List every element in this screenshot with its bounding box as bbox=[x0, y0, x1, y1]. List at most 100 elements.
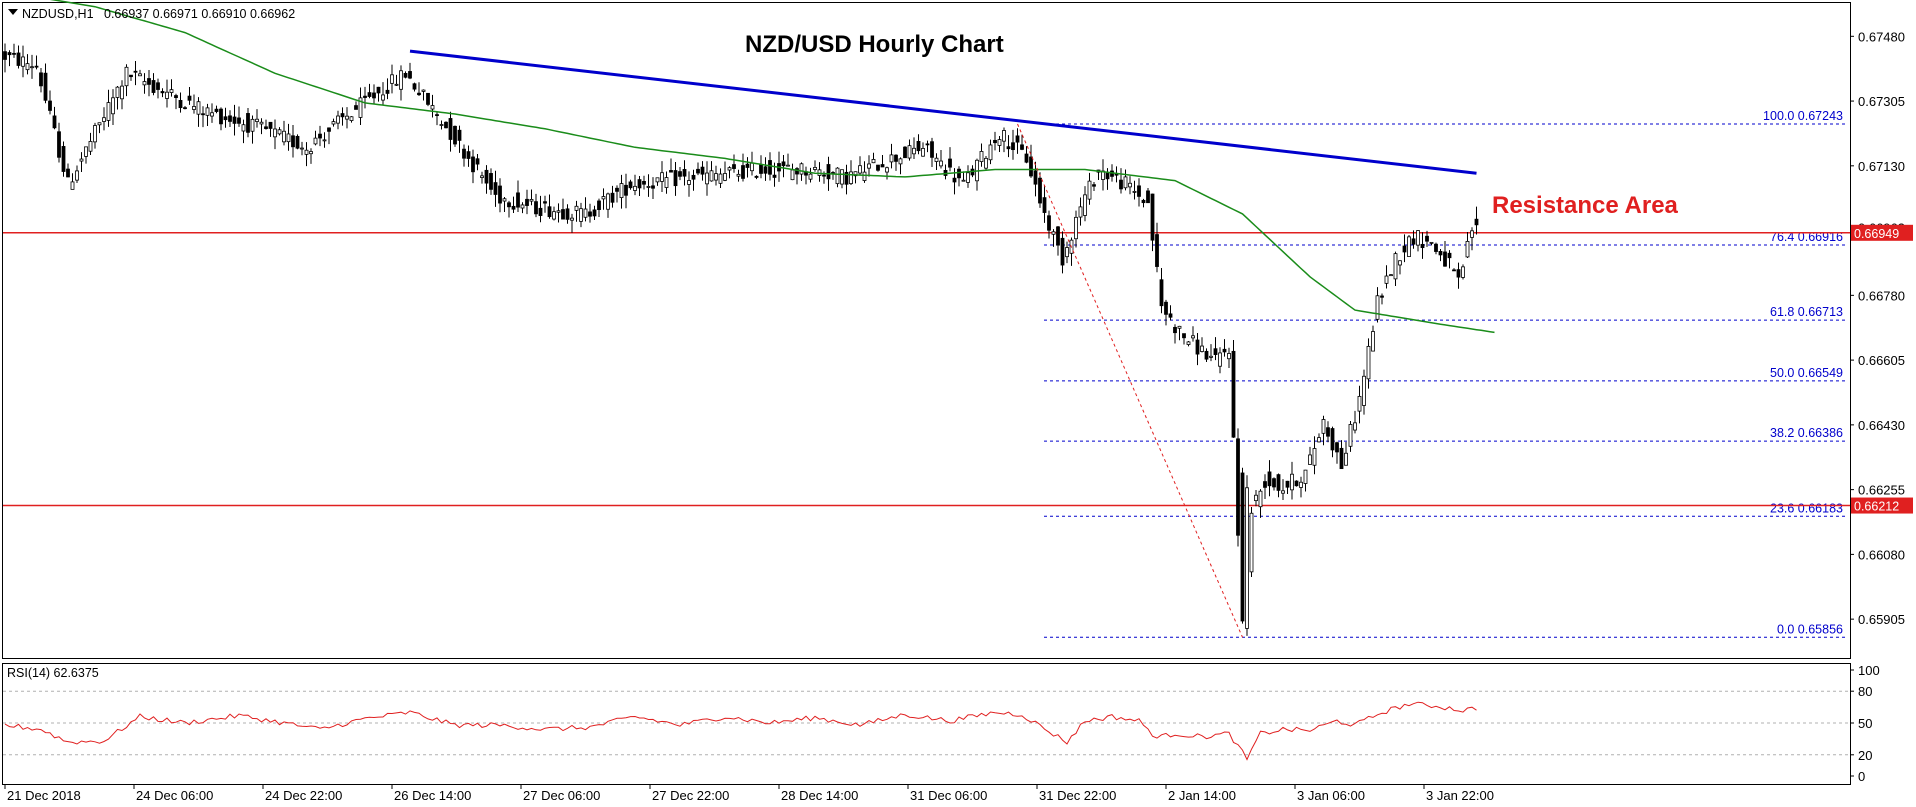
candle-body bbox=[1389, 274, 1393, 277]
candle-body bbox=[1200, 345, 1204, 352]
candle-body bbox=[1159, 279, 1164, 307]
candle bbox=[187, 87, 192, 105]
candle-body bbox=[1299, 481, 1303, 488]
candle bbox=[669, 158, 673, 173]
candle-body bbox=[1366, 345, 1371, 380]
candle bbox=[1141, 198, 1146, 208]
candle-body bbox=[1294, 480, 1299, 487]
candle bbox=[1087, 172, 1092, 205]
candle bbox=[1218, 347, 1222, 374]
y-tick-label: 0.67130 bbox=[1858, 159, 1905, 174]
candle-body bbox=[1312, 448, 1317, 466]
candle bbox=[1209, 344, 1213, 362]
candle-body bbox=[741, 165, 745, 179]
candle bbox=[21, 45, 25, 78]
candle-body bbox=[1416, 230, 1420, 246]
candle-body bbox=[1222, 348, 1227, 353]
candle-body bbox=[822, 174, 826, 177]
candle bbox=[201, 106, 205, 128]
candle bbox=[1281, 479, 1285, 500]
candle-body bbox=[1213, 348, 1218, 355]
candle-body bbox=[1231, 350, 1236, 438]
candle bbox=[925, 140, 930, 153]
candle-body bbox=[1290, 473, 1294, 491]
candle-body bbox=[799, 163, 804, 175]
y-tick-label: 0.67480 bbox=[1858, 29, 1905, 44]
candle bbox=[871, 152, 876, 164]
candle-body bbox=[673, 170, 678, 187]
candle-body bbox=[916, 140, 921, 152]
candle bbox=[129, 74, 133, 81]
candle-body bbox=[3, 51, 7, 60]
candle-body bbox=[844, 171, 849, 185]
collapse-triangle-icon[interactable] bbox=[8, 9, 18, 15]
candle bbox=[1191, 326, 1195, 342]
candle bbox=[336, 110, 340, 130]
candle-body bbox=[1357, 395, 1362, 412]
candle-body bbox=[1438, 251, 1443, 256]
candle-body bbox=[961, 179, 966, 182]
candle bbox=[1042, 185, 1047, 223]
price-tag: 0.66212 bbox=[1851, 497, 1913, 514]
candle bbox=[178, 92, 183, 113]
candle bbox=[723, 161, 727, 182]
candle bbox=[1150, 193, 1155, 252]
candle-body bbox=[1065, 247, 1069, 258]
candle-body bbox=[862, 171, 867, 181]
candle-body bbox=[1024, 153, 1029, 163]
fib-level-label: 61.8 0.66713 bbox=[1770, 305, 1843, 319]
candle bbox=[1312, 436, 1317, 475]
candle bbox=[745, 157, 750, 178]
candle-body bbox=[1128, 182, 1132, 188]
candle bbox=[682, 160, 687, 186]
resistance-annotation: Resistance Area bbox=[1492, 192, 1679, 219]
candle bbox=[480, 171, 484, 184]
candle bbox=[223, 107, 228, 128]
candle bbox=[601, 188, 606, 210]
candle bbox=[7, 50, 12, 67]
candle-body bbox=[1362, 375, 1366, 406]
candle bbox=[1092, 182, 1096, 191]
price-tags: 0.66949 0.66212 bbox=[1851, 224, 1913, 514]
candle-body bbox=[250, 118, 255, 132]
candle bbox=[979, 143, 984, 167]
candle bbox=[142, 73, 147, 94]
candle bbox=[1267, 460, 1272, 497]
candle bbox=[844, 164, 849, 195]
candle bbox=[70, 173, 75, 190]
candle-body bbox=[448, 118, 453, 140]
candle bbox=[286, 123, 291, 151]
candle bbox=[538, 195, 543, 223]
candle-body bbox=[1038, 177, 1042, 204]
candle-body bbox=[318, 133, 322, 139]
candle-body bbox=[237, 117, 241, 124]
candle-body bbox=[385, 89, 390, 94]
candle bbox=[574, 200, 579, 222]
candle bbox=[372, 84, 376, 105]
candle-body bbox=[534, 201, 538, 215]
candle-body bbox=[358, 97, 363, 118]
candle bbox=[727, 166, 732, 179]
candle-body bbox=[718, 173, 723, 184]
candle bbox=[1393, 251, 1398, 286]
candle-body bbox=[579, 208, 583, 222]
candle bbox=[435, 111, 439, 126]
candle bbox=[741, 153, 745, 182]
candle bbox=[403, 71, 408, 79]
candle bbox=[457, 125, 462, 153]
candle-body bbox=[255, 118, 259, 122]
candle bbox=[111, 89, 115, 125]
x-tick-label: 24 Dec 22:00 bbox=[265, 788, 342, 803]
candle bbox=[385, 78, 390, 100]
candle bbox=[1222, 339, 1227, 357]
candle bbox=[322, 132, 327, 148]
candle-body bbox=[133, 70, 138, 73]
candle-body bbox=[48, 100, 52, 111]
candle bbox=[1362, 369, 1366, 415]
candle bbox=[475, 154, 480, 171]
candle-body bbox=[480, 175, 484, 178]
candle-body bbox=[538, 207, 543, 216]
candle-body bbox=[219, 108, 223, 125]
candle-body bbox=[871, 159, 876, 164]
candle-body bbox=[583, 208, 588, 218]
